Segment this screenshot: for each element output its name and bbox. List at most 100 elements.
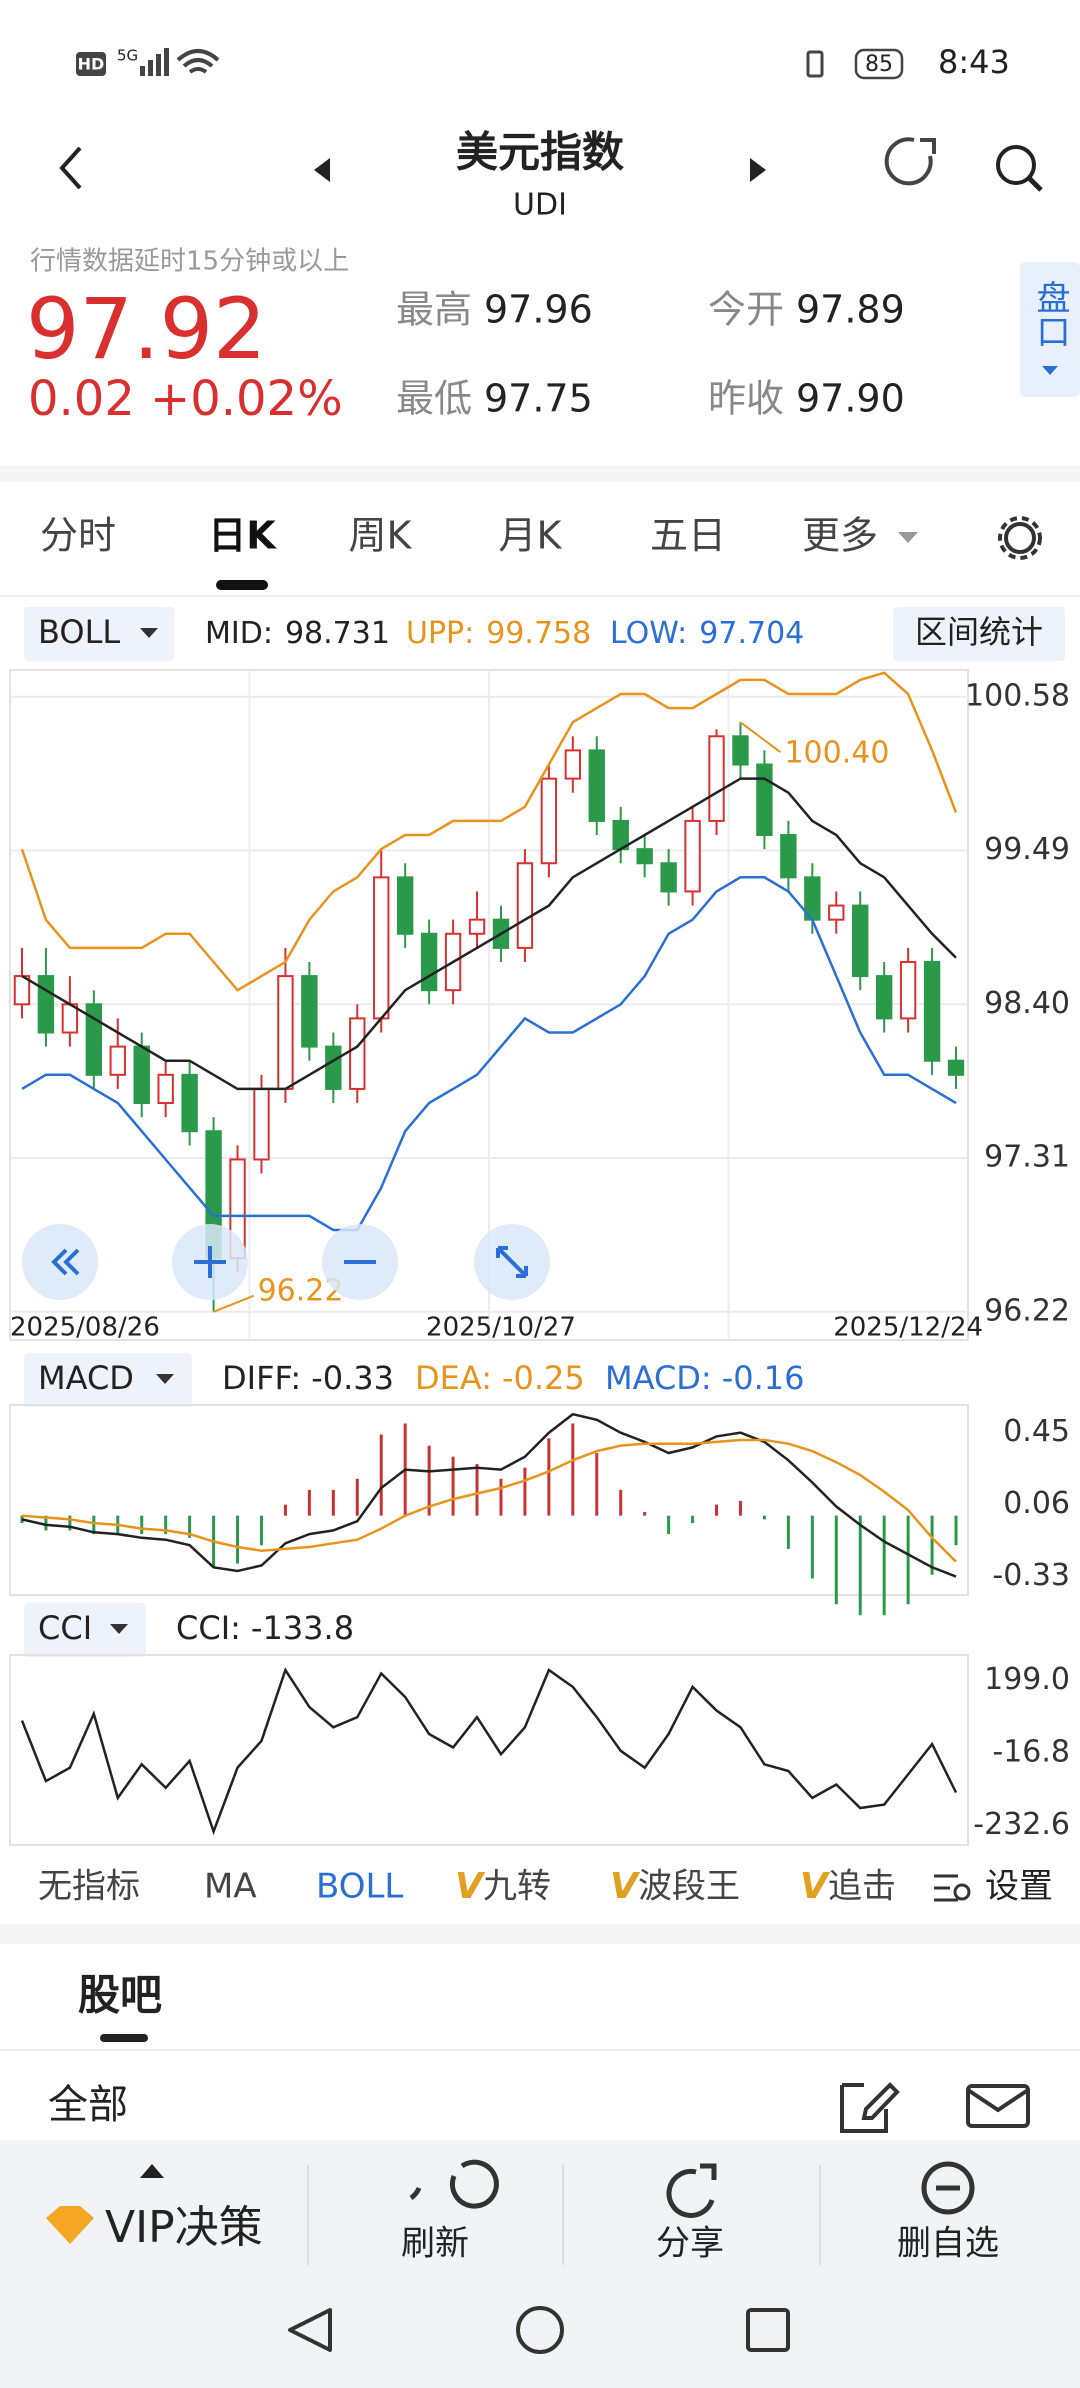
- indicator-select[interactable]: [24, 1353, 192, 1407]
- candle-body: [373, 876, 390, 1020]
- indicator-option[interactable]: 九转: [483, 1867, 551, 1907]
- candle-body: [947, 1059, 965, 1076]
- candle-body: [516, 862, 534, 949]
- prev-button[interactable]: [314, 158, 330, 182]
- tab[interactable]: 分时: [40, 514, 116, 558]
- legend-mid: MID: 98.731: [205, 616, 390, 651]
- candle-body: [37, 975, 55, 1034]
- refresh[interactable]: 刷新: [401, 2224, 469, 2264]
- tab[interactable]: 更多: [802, 514, 878, 558]
- settings-gear: [998, 516, 1042, 560]
- indicator-name: MACD: [38, 1359, 134, 1397]
- tab[interactable]: 日K: [208, 514, 277, 558]
- plot-frame: [9, 1654, 969, 1846]
- indicator-option[interactable]: MA: [204, 1867, 257, 1907]
- y-tick-label: 0.06: [1003, 1486, 1070, 1521]
- indicator-option[interactable]: 追击: [828, 1867, 896, 1907]
- range-stats[interactable]: 区间统计: [915, 613, 1043, 651]
- indicator-option[interactable]: BOLL: [316, 1867, 403, 1907]
- nav-recent[interactable]: [746, 2308, 790, 2352]
- back-button[interactable]: [59, 146, 82, 190]
- stat-label: 最高: [396, 288, 472, 332]
- wifi-icon: [176, 49, 220, 74]
- search-icon[interactable]: [996, 145, 1036, 185]
- series-line: [20, 671, 958, 992]
- indicator-select[interactable]: [24, 607, 174, 661]
- candle-body: [660, 862, 677, 893]
- message-flap: [966, 2088, 1030, 2113]
- stat-label: 最低: [396, 377, 472, 421]
- hd-badge-bg: [76, 52, 106, 76]
- candle-body: [756, 763, 773, 837]
- vip-mark: V: [455, 1866, 486, 1907]
- y-tick-label: 96.22: [984, 1293, 1070, 1328]
- vip-decision[interactable]: VIP决策: [105, 2202, 263, 2253]
- tabs: 分时 日K 周K 月K 五日 更多: [40, 514, 878, 590]
- next-button[interactable]: [750, 158, 766, 182]
- scroll-left[interactable]: [22, 1224, 98, 1300]
- x-tick-label: 2025/08/26: [10, 1313, 160, 1343]
- candle-body: [708, 735, 725, 822]
- candle-body: [588, 749, 605, 822]
- candle-body: [899, 960, 917, 1020]
- dropdown-arrow: [110, 1624, 128, 1634]
- tab[interactable]: 周K: [349, 514, 413, 558]
- indicator-option[interactable]: 波段王: [638, 1867, 740, 1907]
- stat-value: 97.89: [796, 288, 905, 332]
- candle-body: [325, 1045, 342, 1090]
- change: 0.02: [28, 371, 135, 427]
- message-icon[interactable]: [966, 2084, 1030, 2128]
- y-tick-label: 100.58: [965, 678, 1070, 713]
- chart-controls: [22, 1224, 550, 1300]
- settings-bg: [925, 1862, 1080, 1914]
- indicator-settings[interactable]: 设置: [985, 1867, 1053, 1907]
- title: 美元指数: [456, 128, 624, 177]
- battery-level: 85: [865, 52, 893, 77]
- fullscreen-icon: [496, 1246, 528, 1278]
- max-annotation: 100.40: [784, 736, 889, 771]
- candle-body: [564, 749, 582, 780]
- separator: [0, 466, 1080, 482]
- candle-body: [253, 1087, 270, 1161]
- candle-body: [732, 735, 749, 766]
- bottom-bar: [0, 2140, 1080, 2388]
- nav-home[interactable]: [516, 2306, 564, 2354]
- legend-macd: MACD: -0.16: [605, 1359, 805, 1397]
- candle-body: [396, 876, 414, 935]
- nav-back[interactable]: [288, 2308, 332, 2352]
- candle-body: [852, 904, 869, 978]
- series-line: [21, 777, 957, 1091]
- forum-title[interactable]: 股吧: [78, 1971, 162, 2020]
- candle-body: [540, 777, 558, 865]
- status-bar: HD 5G 85 8:43: [76, 43, 1010, 81]
- code: UDI: [513, 188, 567, 223]
- tab[interactable]: 五日: [650, 514, 726, 558]
- share[interactable]: 分享: [656, 2224, 724, 2264]
- dropdown-arrow: [156, 1374, 174, 1384]
- indicator-select[interactable]: [24, 1603, 146, 1657]
- settings-icon[interactable]: [1004, 522, 1036, 554]
- separator: [0, 1924, 1080, 1944]
- depth-button-bg[interactable]: [1020, 262, 1080, 397]
- forum-underline: [100, 2034, 148, 2042]
- candle-body: [923, 960, 941, 1062]
- depth-button[interactable]: 盘口: [1030, 280, 1070, 348]
- forum-filter[interactable]: 全部: [48, 2082, 128, 2128]
- range-stats-bg[interactable]: [893, 607, 1065, 661]
- y-tick-label: 97.31: [984, 1140, 1070, 1175]
- annotation-leader: [213, 1294, 254, 1313]
- remove-watchlist[interactable]: 删自选: [897, 2224, 999, 2264]
- depth-arrow: [1042, 366, 1058, 375]
- stat-value: 97.75: [484, 377, 593, 421]
- share-icon[interactable]: [884, 137, 936, 186]
- series-line: [21, 1438, 957, 1563]
- series-line: [21, 876, 957, 1232]
- indicator-name: BOLL: [38, 613, 120, 651]
- indicator-option[interactable]: 无指标: [38, 1867, 140, 1907]
- candle-body: [828, 904, 845, 921]
- candle-body: [780, 834, 797, 879]
- stat-label: 今开: [708, 288, 784, 332]
- post-icon[interactable]: [840, 2082, 900, 2133]
- tab[interactable]: 月K: [499, 514, 563, 558]
